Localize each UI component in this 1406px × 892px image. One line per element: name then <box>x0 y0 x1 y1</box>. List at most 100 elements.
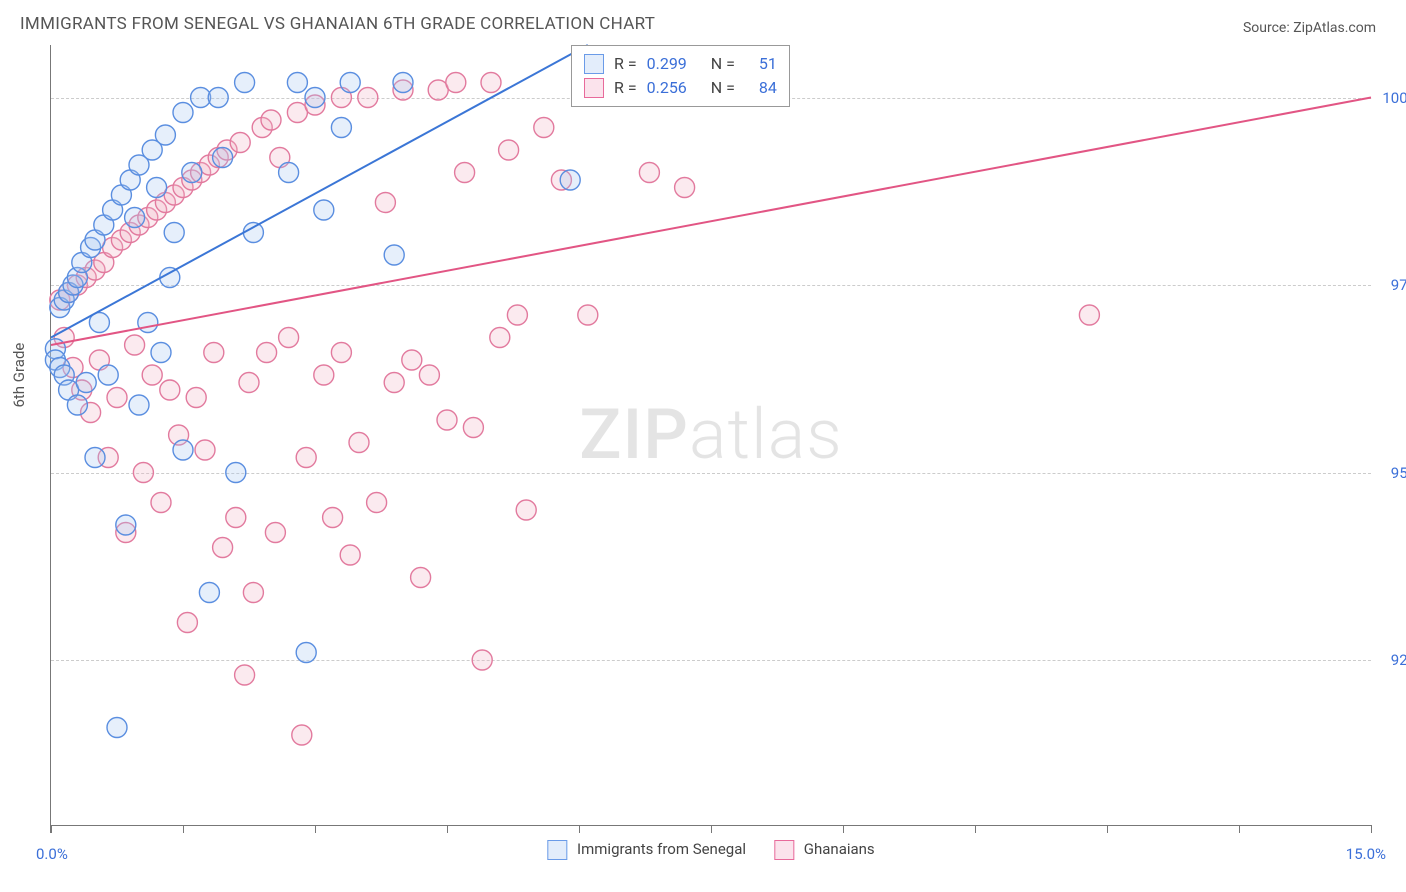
stats-swatch-blue <box>584 54 604 74</box>
x-tick <box>843 825 844 833</box>
scatter-point <box>463 418 483 438</box>
stats-box: R = 0.299 N = 51 R = 0.256 N = 84 <box>571 45 790 107</box>
x-axis-min-label: 0.0% <box>36 845 68 863</box>
x-tick <box>711 825 712 833</box>
x-tick <box>183 825 184 833</box>
scatter-point <box>235 73 255 93</box>
scatter-point <box>437 410 457 430</box>
stats-row-senegal: R = 0.299 N = 51 <box>584 52 777 76</box>
scatter-point <box>85 448 105 468</box>
stats-r-label: R = <box>614 52 637 76</box>
scatter-svg <box>51 45 1371 825</box>
scatter-point <box>375 193 395 213</box>
legend-swatch-pink <box>774 840 794 860</box>
x-tick <box>1371 825 1372 833</box>
x-tick <box>1107 825 1108 833</box>
scatter-point <box>230 133 250 153</box>
scatter-point <box>419 365 439 385</box>
scatter-point <box>213 148 233 168</box>
x-tick <box>315 825 316 833</box>
plot-area: ZIPatlas 92.5%95.0%97.5%100.0% 0.0% 15.0… <box>50 45 1371 826</box>
legend-swatch-blue <box>547 840 567 860</box>
scatter-point <box>142 365 162 385</box>
y-tick-label: 97.5% <box>1376 276 1406 294</box>
scatter-point <box>367 493 387 513</box>
scatter-point <box>481 73 501 93</box>
scatter-point <box>265 523 285 543</box>
stats-r-label: R = <box>614 76 637 100</box>
scatter-point <box>358 88 378 108</box>
scatter-point <box>560 170 580 190</box>
scatter-point <box>138 313 158 333</box>
scatter-point <box>534 118 554 138</box>
scatter-point <box>160 380 180 400</box>
scatter-point <box>107 718 127 738</box>
stats-r-value: 0.299 <box>647 52 687 76</box>
legend-label: Immigrants from Senegal <box>577 840 746 858</box>
scatter-point <box>499 140 519 160</box>
scatter-point <box>1079 305 1099 325</box>
scatter-point <box>446 73 466 93</box>
y-axis-title: 6th Grade <box>10 343 28 408</box>
scatter-point <box>125 208 145 228</box>
scatter-point <box>402 350 422 370</box>
legend-item-senegal: Immigrants from Senegal <box>547 840 746 860</box>
legend-label: Ghanaians <box>804 840 875 858</box>
bottom-legend: Immigrants from Senegal Ghanaians <box>547 840 874 860</box>
scatter-point <box>173 103 193 123</box>
source-attribution: Source: ZipAtlas.com <box>1243 20 1376 36</box>
scatter-point <box>129 395 149 415</box>
stats-r-value: 0.256 <box>647 76 687 100</box>
scatter-point <box>116 515 136 535</box>
scatter-point <box>151 343 171 363</box>
scatter-point <box>151 493 171 513</box>
scatter-point <box>279 163 299 183</box>
chart-title: IMMIGRANTS FROM SENEGAL VS GHANAIAN 6TH … <box>20 14 655 34</box>
scatter-point <box>331 343 351 363</box>
scatter-point <box>243 223 263 243</box>
y-tick-label: 100.0% <box>1376 89 1406 107</box>
scatter-point <box>204 343 224 363</box>
scatter-point <box>384 245 404 265</box>
scatter-point <box>199 583 219 603</box>
scatter-point <box>147 178 167 198</box>
scatter-point <box>208 88 228 108</box>
scatter-point <box>411 568 431 588</box>
scatter-point <box>349 433 369 453</box>
scatter-point <box>125 335 145 355</box>
scatter-point <box>173 440 193 460</box>
scatter-point <box>639 163 659 183</box>
scatter-point <box>213 538 233 558</box>
y-tick-label: 95.0% <box>1376 464 1406 482</box>
scatter-point <box>314 200 334 220</box>
stats-swatch-pink <box>584 78 604 98</box>
stats-n-value: 84 <box>759 76 777 100</box>
scatter-point <box>323 508 343 528</box>
scatter-point <box>340 73 360 93</box>
x-tick <box>975 825 976 833</box>
scatter-point <box>239 373 259 393</box>
x-tick <box>579 825 580 833</box>
x-tick <box>1239 825 1240 833</box>
scatter-point <box>195 440 215 460</box>
scatter-point <box>243 583 263 603</box>
x-tick <box>51 825 52 833</box>
scatter-point <box>186 388 206 408</box>
scatter-point <box>177 613 197 633</box>
scatter-point <box>455 163 475 183</box>
scatter-point <box>67 395 87 415</box>
x-axis-max-label: 15.0% <box>1346 845 1386 863</box>
scatter-point <box>507 305 527 325</box>
scatter-point <box>296 448 316 468</box>
x-tick <box>447 825 448 833</box>
scatter-point <box>279 328 299 348</box>
scatter-point <box>182 163 202 183</box>
scatter-point <box>384 373 404 393</box>
scatter-point <box>76 373 96 393</box>
scatter-point <box>287 73 307 93</box>
scatter-point <box>314 365 334 385</box>
scatter-point <box>490 328 510 348</box>
stats-n-label: N = <box>711 76 735 100</box>
scatter-point <box>155 125 175 145</box>
scatter-point <box>516 500 536 520</box>
